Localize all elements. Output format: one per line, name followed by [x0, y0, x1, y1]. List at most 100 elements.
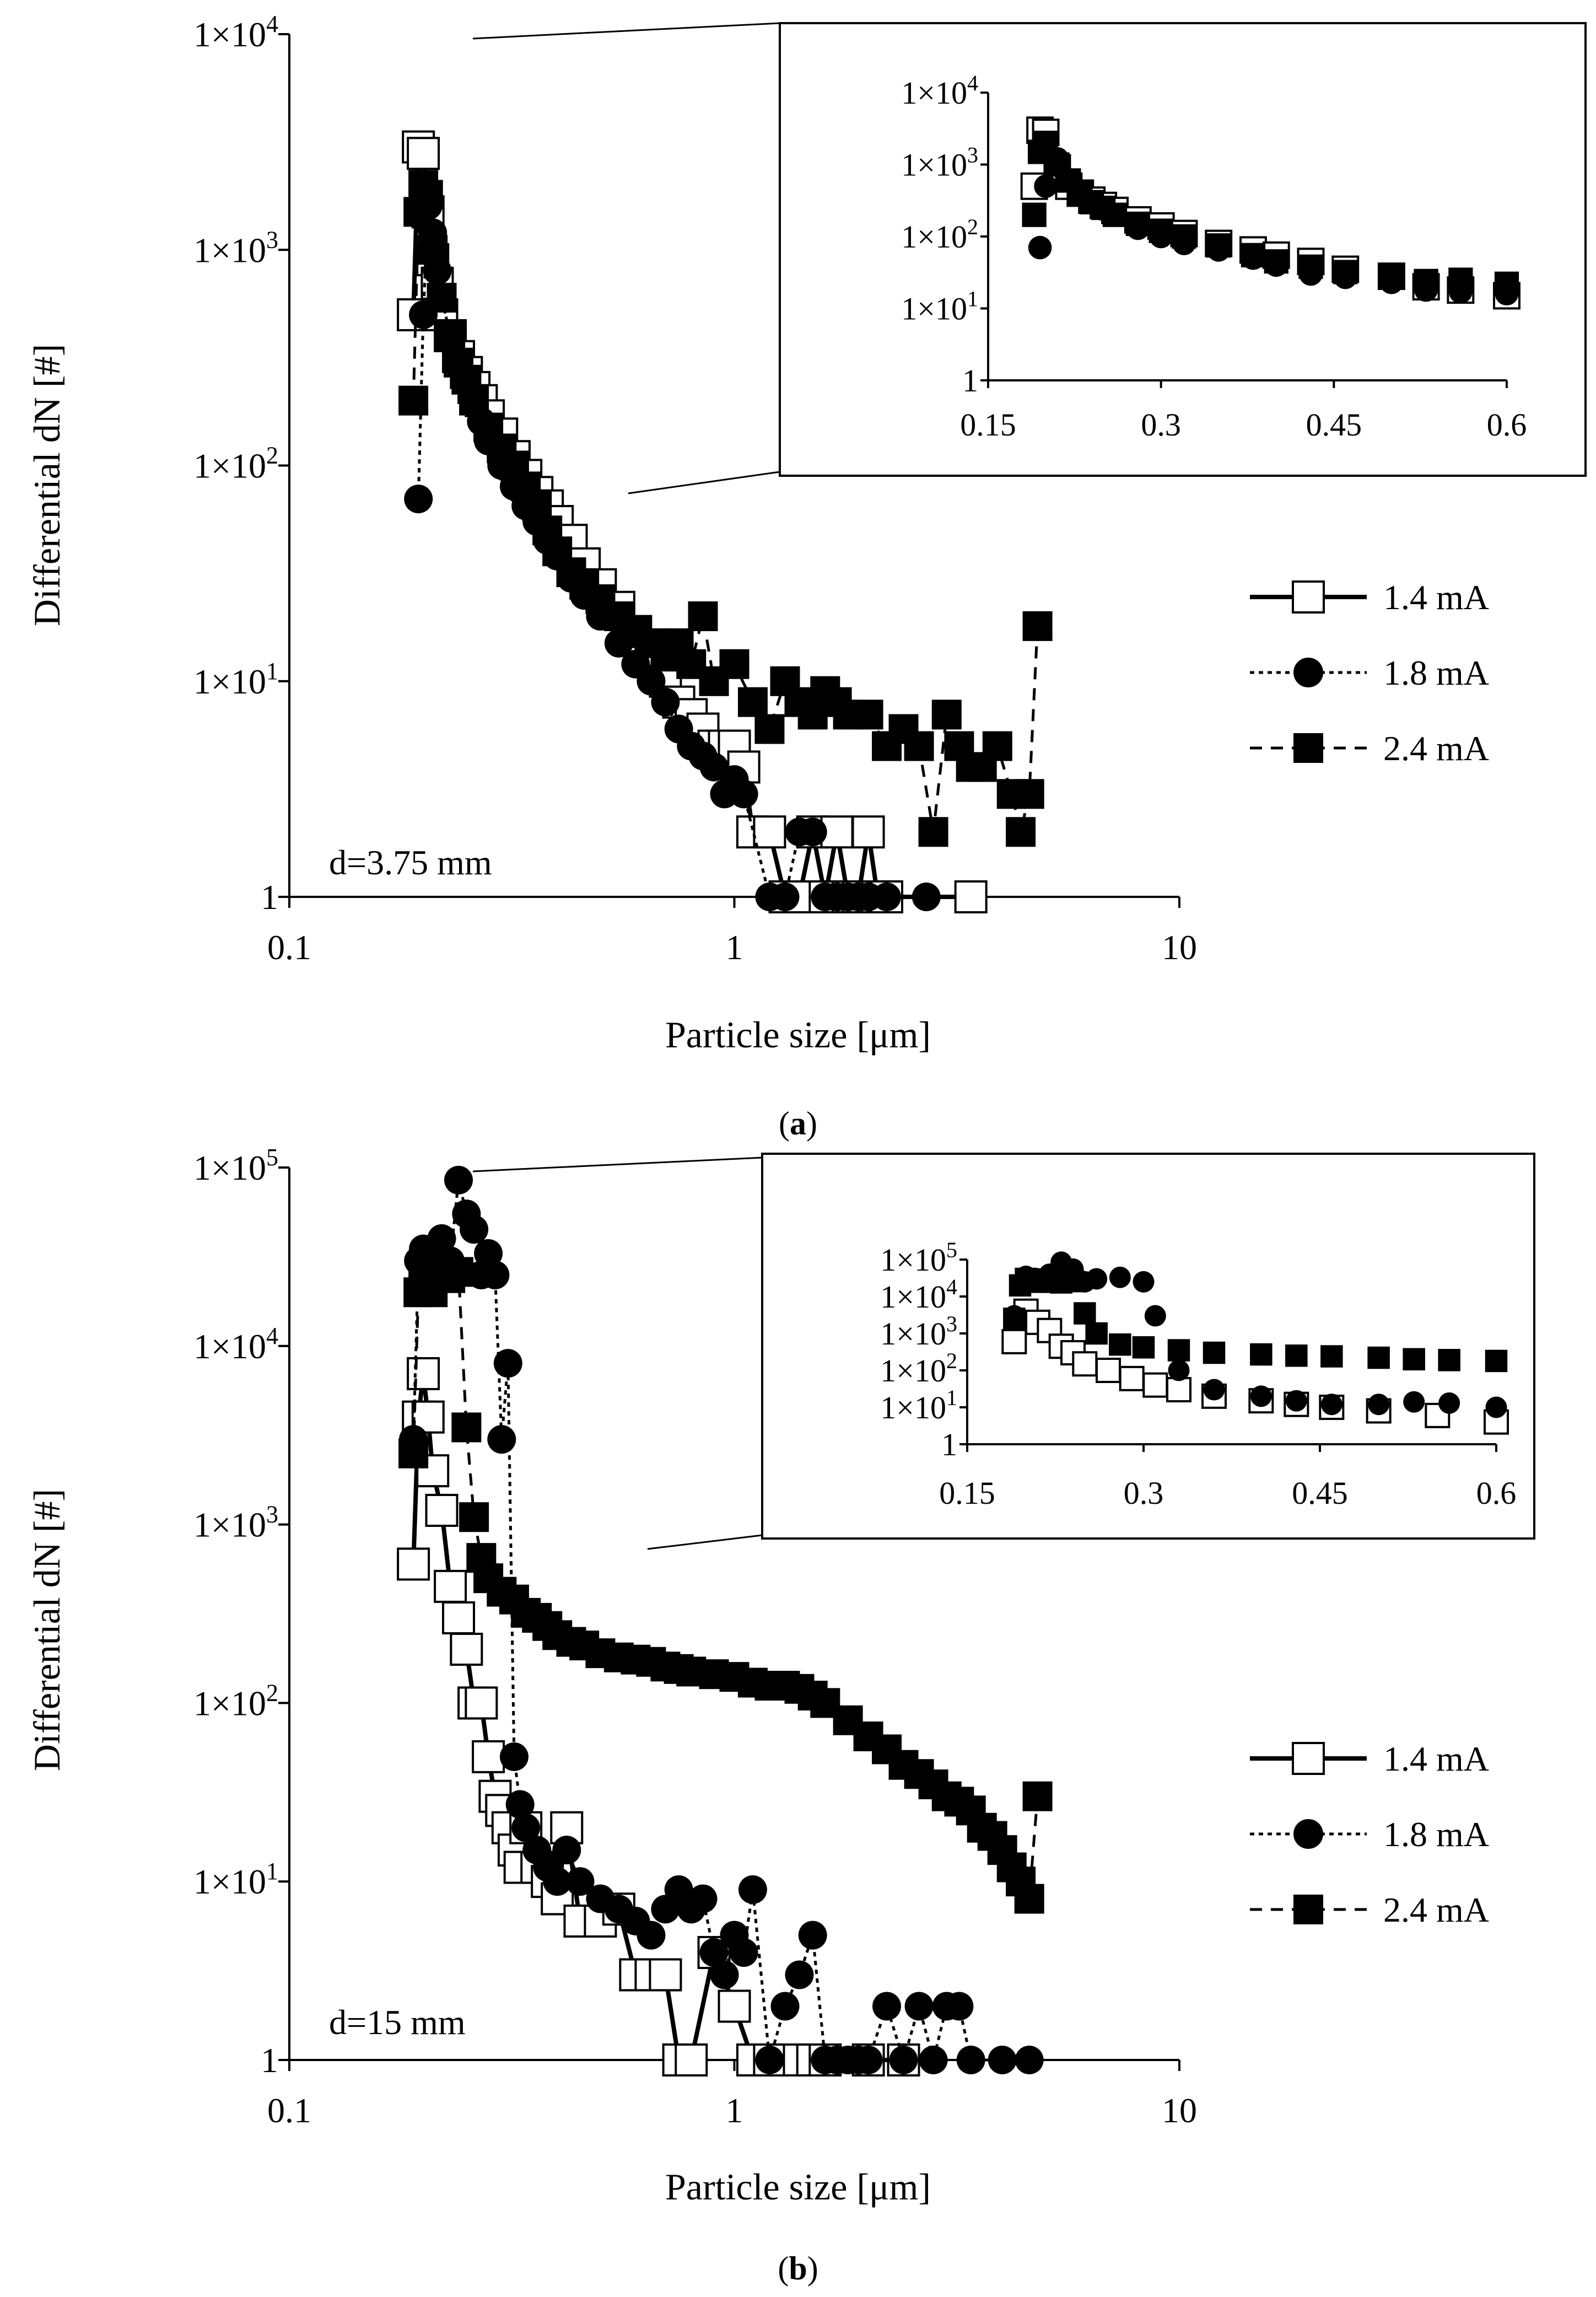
- data-point: [1149, 218, 1173, 243]
- x-axis-label: Particle size [μm]: [665, 1014, 931, 1056]
- data-point: [854, 2046, 883, 2074]
- data-series: [397, 130, 1053, 913]
- y-axis-label: Differential dN [#]: [26, 1489, 68, 1771]
- y-tick-label: 1×102: [901, 214, 978, 255]
- x-tick-label: 1: [726, 2091, 743, 2130]
- data-point: [1022, 202, 1047, 227]
- data-point: [945, 1992, 974, 2021]
- data-point: [1368, 1394, 1390, 1416]
- legend-entry: 1.8 mA: [1250, 653, 1489, 692]
- data-point: [450, 1632, 483, 1666]
- data-point: [1250, 1343, 1273, 1366]
- data-point: [710, 1960, 739, 1989]
- data-point: [770, 883, 800, 911]
- data-point: [425, 1493, 459, 1527]
- series-2-4-ma: [1022, 131, 1519, 296]
- data-point: [434, 1569, 467, 1603]
- inset-connector-lines: [472, 1156, 763, 1550]
- inset-x-axis-ticks: 0.15 0.3 0.45 0.6: [960, 380, 1527, 443]
- data-point: [407, 1357, 440, 1390]
- y-tick-label: 1×101: [901, 287, 978, 327]
- data-point: [931, 700, 962, 730]
- data-point: [1085, 1322, 1108, 1345]
- legend: 1.4 mA 1.8 mA 2.4 mA: [1250, 578, 1489, 768]
- data-point: [1125, 211, 1150, 236]
- data-point: [459, 385, 489, 416]
- data-point: [1001, 1328, 1027, 1354]
- data-point: [552, 1836, 581, 1865]
- data-point: [1320, 1394, 1342, 1416]
- data-point: [1033, 131, 1058, 155]
- panel-label-b: (b): [778, 2250, 818, 2287]
- data-point: [719, 649, 750, 679]
- data-point: [1022, 1781, 1053, 1811]
- legend-label: 2.4 mA: [1383, 729, 1489, 768]
- y-tick-label: 1: [941, 1427, 957, 1462]
- data-point: [459, 1502, 489, 1532]
- legend-entry: 1.8 mA: [1250, 1815, 1489, 1854]
- x-axis-label: Particle size [μm]: [665, 2166, 931, 2208]
- data-point: [1485, 1349, 1508, 1373]
- series-2-4-ma: [1003, 1267, 1508, 1373]
- data-point: [1168, 1359, 1190, 1381]
- data-point: [1206, 233, 1231, 258]
- y-tick-label: 1×101: [193, 658, 278, 701]
- data-point: [465, 1686, 498, 1720]
- data-point: [1034, 174, 1058, 198]
- data-point: [1015, 2046, 1044, 2074]
- data-point: [649, 1958, 682, 1992]
- data-point: [413, 180, 443, 210]
- y-tick-label: 1×102: [880, 1348, 957, 1389]
- x-axis-ticks: 0.1 1 10: [267, 2060, 1197, 2130]
- x-tick-label: 0.6: [1476, 1475, 1517, 1511]
- legend-marker: [1292, 580, 1325, 614]
- data-point: [988, 2046, 1017, 2074]
- data-point: [1333, 260, 1358, 284]
- legend-label: 1.8 mA: [1383, 653, 1489, 692]
- data-point: [427, 283, 457, 313]
- data-point: [1264, 249, 1288, 274]
- y-tick-label: 1×101: [193, 1858, 278, 1901]
- data-point: [1438, 1349, 1460, 1371]
- y-axis-ticks: 1 1×101 1×102 1×103 1×104 1×105: [193, 1144, 289, 2080]
- legend-label: 1.4 mA: [1383, 1739, 1489, 1778]
- data-point: [754, 714, 785, 744]
- data-point: [1379, 264, 1404, 289]
- data-point: [738, 1875, 767, 1905]
- data-point: [1072, 1351, 1098, 1377]
- legend-marker: [1293, 733, 1323, 763]
- inset-connector-lines: [472, 22, 780, 494]
- y-tick-label: 1: [261, 2041, 278, 2080]
- data-point: [1014, 779, 1044, 809]
- y-tick-label: 1×105: [880, 1238, 957, 1278]
- legend-entry: 2.4 mA: [1250, 729, 1489, 768]
- legend-entry: 1.4 mA: [1250, 1739, 1489, 1778]
- data-point: [427, 1224, 456, 1253]
- data-point: [1109, 1333, 1131, 1356]
- y-tick-label: 1: [962, 363, 978, 399]
- x-tick-label: 0.45: [1292, 1475, 1348, 1511]
- data-point: [460, 1215, 489, 1244]
- y-tick-label: 1×104: [193, 1322, 278, 1366]
- data-point: [451, 1412, 482, 1443]
- data-point: [651, 687, 680, 717]
- data-point: [675, 2043, 708, 2077]
- data-point: [511, 1813, 541, 1842]
- data-point: [404, 485, 433, 514]
- data-point: [1241, 243, 1266, 268]
- legend-entry: 2.4 mA: [1250, 1890, 1489, 1929]
- data-point: [737, 687, 768, 717]
- data-point: [956, 2046, 985, 2074]
- data-point: [1367, 1346, 1390, 1369]
- legend: 1.4 mA 1.8 mA 2.4 mA: [1250, 1739, 1489, 1929]
- data-point: [543, 1867, 572, 1896]
- data-point: [474, 1239, 503, 1268]
- connector-line: [647, 1534, 763, 1550]
- data-point: [1320, 1345, 1343, 1368]
- connector-line: [472, 1156, 763, 1172]
- series-2-4-ma: [398, 170, 1053, 847]
- y-tick-label: 1×103: [880, 1311, 957, 1352]
- x-tick-label: 0.1: [267, 2091, 311, 2130]
